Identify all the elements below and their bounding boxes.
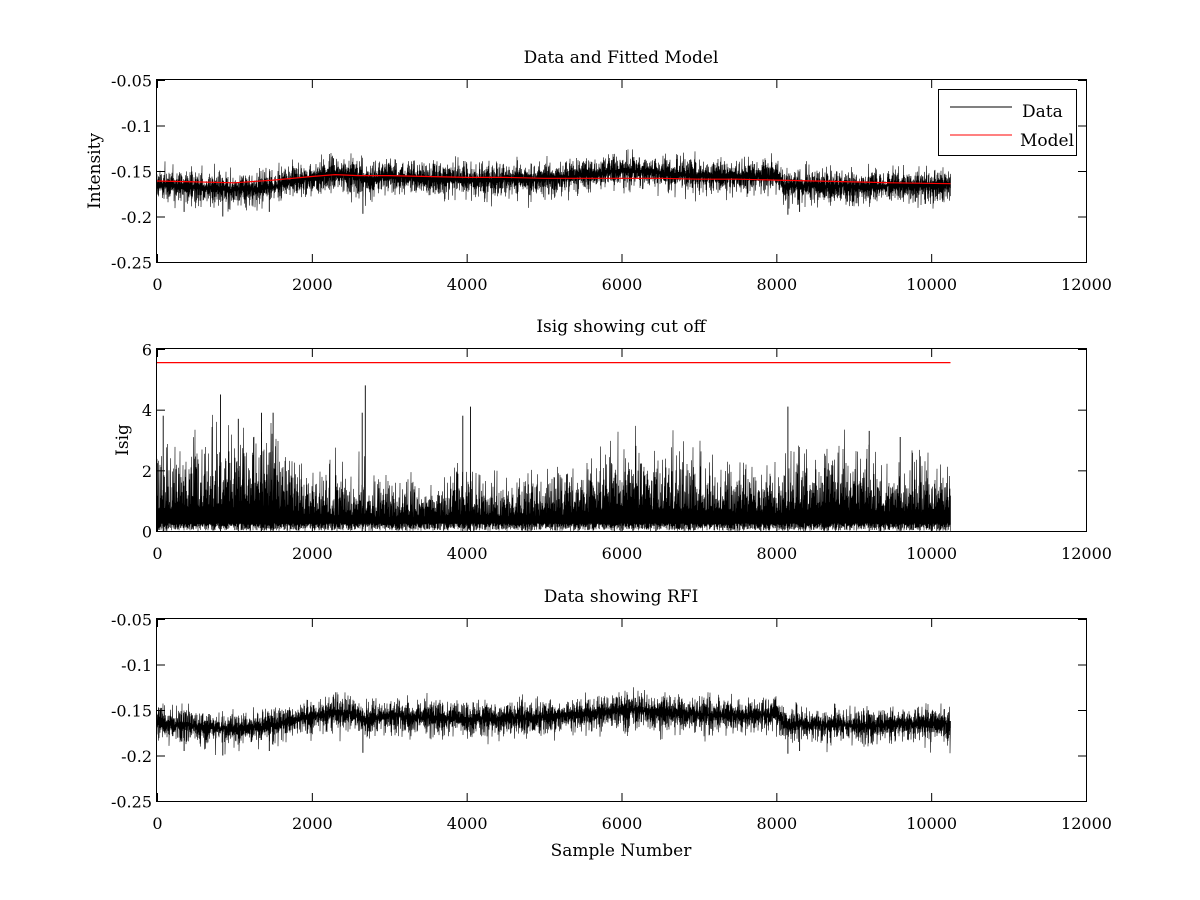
x-tick-label: 6000 [602, 814, 643, 833]
x-tick-label: 0 [152, 814, 162, 833]
x-tick-label: 8000 [756, 544, 797, 563]
y-tick-label: -0.25 [111, 793, 152, 812]
panel-data-and-fitted-model: Data and Fitted Model Intensity 0 2000 400… [85, 48, 1112, 294]
x-tick-label: 10000 [906, 544, 957, 563]
x-axis-label: Sample Number [551, 841, 693, 861]
y-tick-label: 6 [142, 341, 152, 360]
y-tick-label: -0.25 [111, 254, 152, 273]
panel-title: Data and Fitted Model [524, 48, 719, 68]
y-tick-label: -0.2 [121, 208, 152, 227]
panel-data-showing-rfi: Data showing RFI Sample Number 0 2000 4000… [111, 587, 1112, 861]
x-tick-label: 10000 [906, 814, 957, 833]
x-tick-label: 6000 [602, 544, 643, 563]
x-tick-label: 8000 [756, 275, 797, 294]
x-tick-label: 8000 [756, 814, 797, 833]
series-line-data [156, 149, 951, 212]
x-tick-label: 4000 [447, 275, 488, 294]
x-tick-label: 4000 [447, 544, 488, 563]
ticks: 0 2000 4000 6000 8000 10000 12000 -0.25 -0.2 -0.1… [111, 611, 1112, 834]
panel-title: Data showing RFI [544, 587, 699, 607]
x-tick-label: 0 [152, 275, 162, 294]
legend-entry-data: Data [1022, 102, 1063, 122]
series-line-model [156, 173, 951, 185]
y-tick-label: -0.1 [121, 117, 152, 136]
y-tick-label: -0.15 [111, 702, 152, 721]
y-tick-label: 2 [142, 462, 152, 481]
axes-frame [156, 79, 1087, 263]
x-tick-label: 12000 [1061, 275, 1112, 294]
y-tick-label: -0.1 [121, 656, 152, 675]
x-tick-label: 10000 [906, 275, 957, 294]
x-tick-label: 12000 [1061, 814, 1112, 833]
panel-title: Isig showing cut off [536, 317, 707, 337]
x-tick-label: 4000 [447, 814, 488, 833]
y-axis-label: Isig [113, 424, 133, 456]
y-tick-label: -0.05 [111, 72, 152, 91]
y-tick-label: -0.05 [111, 611, 152, 630]
series-line-series-0 [156, 414, 951, 532]
x-tick-label: 2000 [292, 275, 333, 294]
x-tick-label: 0 [152, 544, 162, 563]
ticks: 0 2000 4000 6000 8000 10000 12000 0 2 4 6 [142, 341, 1112, 564]
series-line-series-0 [156, 687, 951, 756]
plot-area [156, 687, 951, 756]
legend-box [938, 89, 1077, 156]
plot-area [156, 149, 951, 217]
panel-isig-showing-cut-off: Isig showing cut off Isig 0 2000 4000 6000 8… [113, 317, 1112, 563]
x-tick-label: 12000 [1061, 544, 1112, 563]
x-tick-label: 6000 [602, 275, 643, 294]
y-tick-label: -0.2 [121, 747, 152, 766]
plot-area [156, 362, 951, 532]
axes-frame [156, 348, 1087, 532]
y-tick-label: 0 [142, 523, 152, 542]
axes-frame [156, 618, 1087, 802]
y-tick-label: -0.15 [111, 163, 152, 182]
ticks: 0 2000 4000 6000 8000 10000 12000 -0.25 -0.2 -0.1… [111, 72, 1112, 295]
x-tick-label: 2000 [292, 814, 333, 833]
y-tick-label: 4 [142, 401, 152, 420]
x-tick-label: 2000 [292, 544, 333, 563]
y-axis-label: Intensity [85, 133, 105, 209]
legend: Data Model [938, 89, 1077, 156]
legend-entry-model: Model [1020, 131, 1074, 151]
